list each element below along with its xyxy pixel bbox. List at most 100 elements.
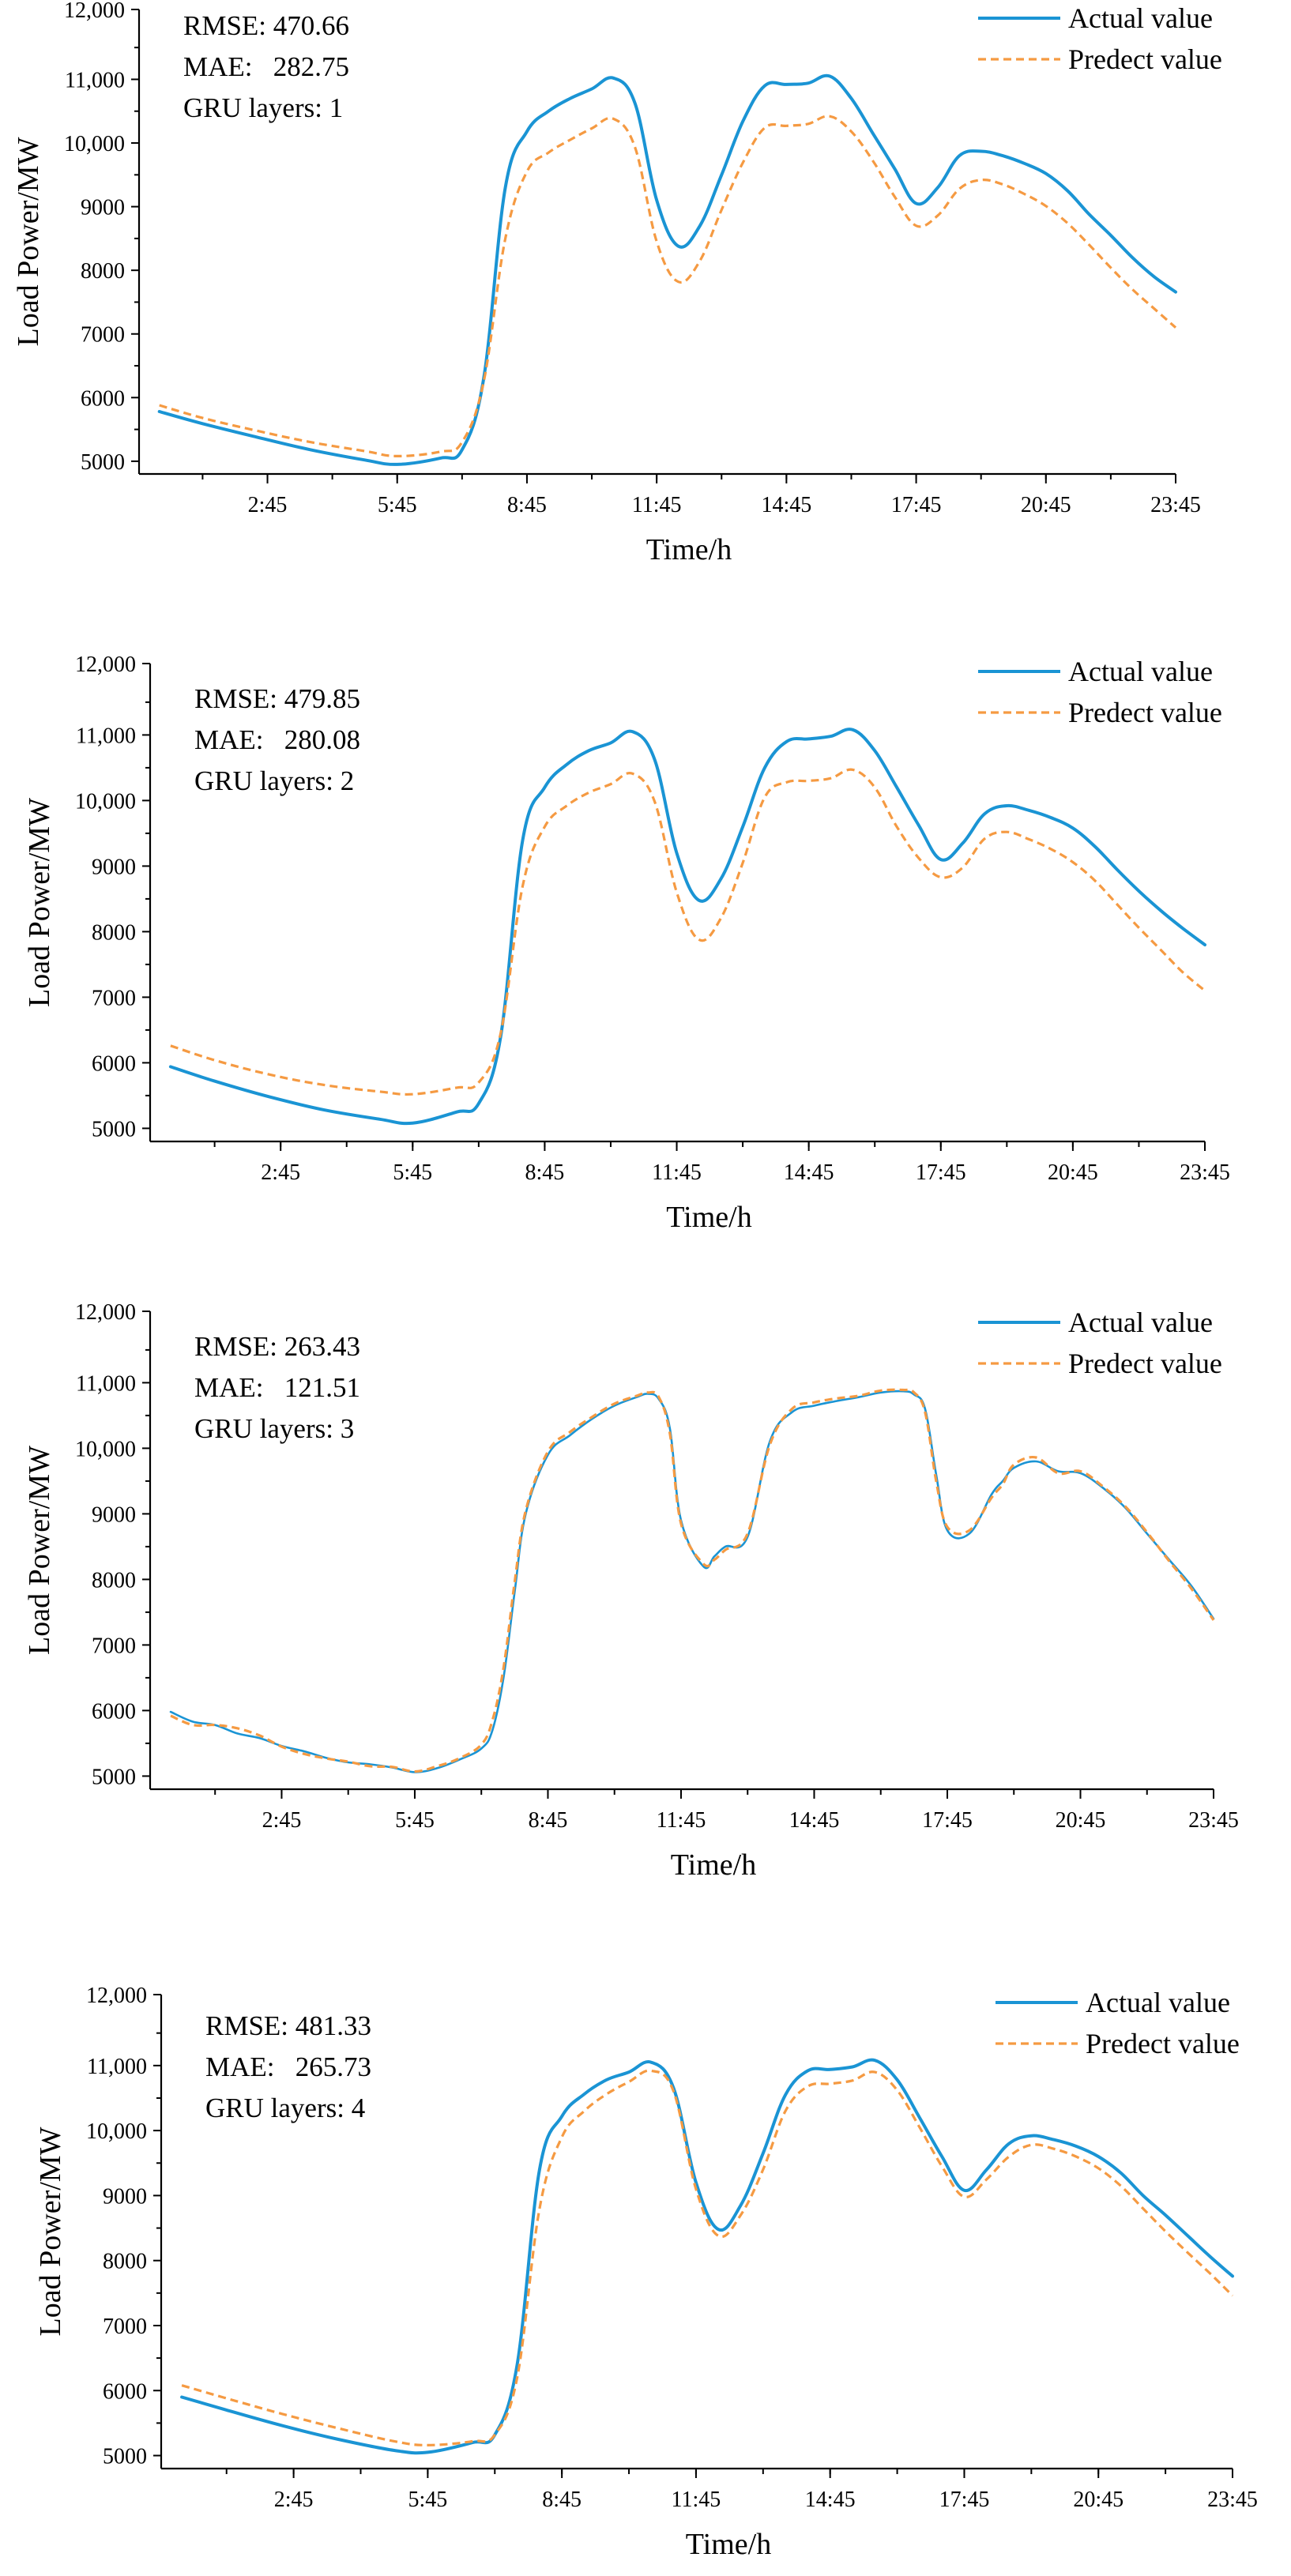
- rmse-label: RMSE: 263.43: [194, 1331, 360, 1362]
- x-tick-label: 5:45: [408, 2488, 447, 2512]
- y-axis-title: Load Power/MW: [34, 2127, 67, 2336]
- series-line-actual: [157, 73, 1177, 466]
- x-tick-label: 23:45: [1150, 493, 1201, 517]
- y-tick-label: 8000: [103, 2250, 147, 2274]
- x-tick-label: 23:45: [1180, 1160, 1230, 1185]
- series-line-predict: [170, 1388, 1215, 1773]
- x-tick-label: 14:45: [761, 493, 811, 517]
- gru-layers-label: GRU layers: 3: [194, 1413, 354, 1444]
- x-tick-label: 2:45: [262, 1808, 302, 1833]
- x-tick-label: 14:45: [784, 1160, 834, 1185]
- y-tick-label: 5000: [92, 1117, 136, 1141]
- x-tick-label: 8:45: [542, 2488, 582, 2512]
- x-tick-label: 8:45: [507, 493, 547, 517]
- legend-label: Predect value: [1068, 697, 1222, 728]
- y-tick-label: 9000: [92, 1502, 136, 1527]
- series-line-predict: [181, 2069, 1234, 2446]
- x-axis-title: Time/h: [686, 2528, 771, 2561]
- x-tick-label: 2:45: [274, 2488, 314, 2512]
- x-axis-title: Time/h: [666, 1201, 751, 1234]
- rmse-label: RMSE: 479.85: [194, 683, 360, 714]
- y-tick-label: 9000: [92, 855, 136, 879]
- y-axis-title: Load Power/MW: [12, 137, 45, 346]
- chart-panel-1: 5000 6000 7000 8000 9000 10,000 11,000 12,000 2:…: [12, 0, 1222, 566]
- y-tick-label: 6000: [92, 1699, 136, 1724]
- x-axis-title: Time/h: [671, 1848, 756, 1882]
- mae-label: MAE: 282.75: [183, 51, 349, 82]
- y-tick-label: 7000: [81, 323, 125, 348]
- x-tick-label: 23:45: [1188, 1808, 1239, 1833]
- chart-panel-2: 5000 6000 7000 8000 9000 10,000 11,000 12,000 2:…: [23, 652, 1230, 1234]
- x-tick-label: 20:45: [1073, 2488, 1124, 2512]
- y-tick-label: 11,000: [76, 1371, 136, 1396]
- rmse-label: RMSE: 470.66: [183, 10, 349, 41]
- y-tick-label: 6000: [103, 2379, 147, 2404]
- y-tick-label: 7000: [103, 2315, 147, 2339]
- x-tick-label: 20:45: [1056, 1808, 1106, 1833]
- x-tick-label: 14:45: [789, 1808, 840, 1833]
- y-axis-title: Load Power/MW: [23, 1446, 56, 1655]
- x-tick-label: 20:45: [1048, 1160, 1098, 1185]
- rmse-label: RMSE: 481.33: [205, 2010, 371, 2041]
- mae-label: MAE: 280.08: [194, 724, 360, 755]
- x-tick-label: 8:45: [525, 1160, 565, 1185]
- y-tick-label: 12,000: [64, 0, 125, 23]
- y-tick-label: 8000: [92, 1568, 136, 1593]
- y-tick-label: 10,000: [75, 1437, 136, 1461]
- y-axis-title: Load Power/MW: [23, 798, 56, 1007]
- y-tick-label: 6000: [81, 386, 125, 411]
- x-tick-label: 17:45: [891, 493, 942, 517]
- y-tick-label: 9000: [81, 196, 125, 220]
- x-tick-label: 17:45: [939, 2488, 990, 2512]
- x-tick-label: 8:45: [529, 1808, 568, 1833]
- gru-layers-label: GRU layers: 4: [205, 2093, 365, 2123]
- x-tick-label: 5:45: [378, 493, 417, 517]
- x-tick-label: 5:45: [395, 1808, 435, 1833]
- y-tick-label: 8000: [92, 920, 136, 945]
- legend-label: Actual value: [1086, 1987, 1230, 2018]
- x-tick-label: 11:45: [657, 1808, 706, 1833]
- y-tick-label: 10,000: [86, 2119, 147, 2144]
- y-tick-label: 5000: [92, 1765, 136, 1789]
- x-tick-label: 5:45: [393, 1160, 432, 1185]
- y-tick-label: 11,000: [76, 724, 136, 748]
- y-tick-label: 12,000: [86, 1984, 147, 2008]
- x-tick-label: 11:45: [672, 2488, 721, 2512]
- y-tick-label: 7000: [92, 986, 136, 1010]
- x-tick-label: 14:45: [805, 2488, 856, 2512]
- chart-panel-4: 5000 6000 7000 8000 9000 10,000 11,000 12,000 2:…: [34, 1984, 1258, 2561]
- legend-label: Predect value: [1068, 1348, 1222, 1379]
- series-line-actual: [168, 728, 1206, 1126]
- y-tick-label: 12,000: [75, 1300, 136, 1325]
- y-tick-label: 5000: [103, 2445, 147, 2469]
- series-line-predict: [159, 115, 1177, 458]
- y-tick-label: 11,000: [65, 68, 125, 92]
- legend-label: Actual value: [1068, 1307, 1213, 1338]
- x-tick-label: 11:45: [652, 1160, 702, 1185]
- series-line-actual: [169, 1390, 1215, 1773]
- x-tick-label: 2:45: [248, 493, 288, 517]
- x-tick-label: 17:45: [916, 1160, 966, 1185]
- x-tick-label: 17:45: [922, 1808, 973, 1833]
- x-tick-label: 23:45: [1207, 2488, 1258, 2512]
- y-tick-label: 7000: [92, 1634, 136, 1658]
- mae-label: MAE: 265.73: [205, 2051, 371, 2082]
- mae-label: MAE: 121.51: [194, 1372, 360, 1403]
- legend-label: Actual value: [1068, 656, 1213, 687]
- y-tick-label: 11,000: [87, 2055, 147, 2079]
- legend-label: Predect value: [1086, 2028, 1240, 2059]
- chart-panel-3: 5000 6000 7000 8000 9000 10,000 11,000 12,000 2:…: [23, 1300, 1239, 1882]
- x-axis-title: Time/h: [646, 533, 732, 566]
- y-tick-label: 8000: [81, 259, 125, 284]
- series-line-predict: [170, 768, 1206, 1096]
- x-tick-label: 20:45: [1021, 493, 1071, 517]
- y-tick-label: 10,000: [64, 132, 125, 156]
- legend-label: Actual value: [1068, 2, 1213, 34]
- gru-layers-label: GRU layers: 2: [194, 765, 354, 796]
- y-tick-label: 6000: [92, 1051, 136, 1076]
- y-tick-label: 5000: [81, 450, 125, 475]
- gru-layers-label: GRU layers: 1: [183, 92, 343, 123]
- legend-label: Predect value: [1068, 43, 1222, 75]
- y-tick-label: 12,000: [75, 652, 136, 677]
